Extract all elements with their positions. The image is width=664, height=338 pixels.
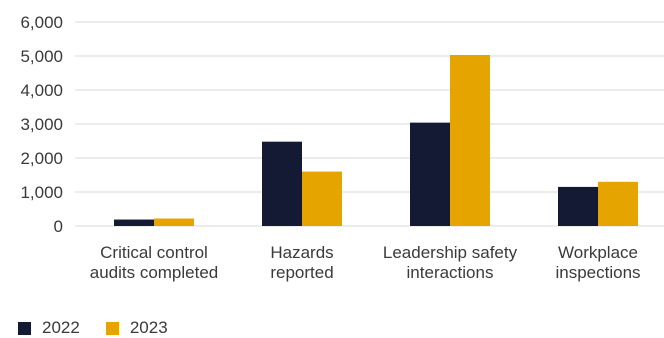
legend-item-2022: 2022 xyxy=(18,318,80,338)
category-label: inspections xyxy=(555,263,640,282)
bar-2022 xyxy=(558,186,598,226)
bar-2023 xyxy=(154,218,194,226)
gridlines xyxy=(75,21,664,227)
y-tick-label: 3,000 xyxy=(20,115,63,134)
y-tick-label: 0 xyxy=(54,217,63,236)
legend: 2022 2023 xyxy=(18,318,194,338)
y-tick-label: 2,000 xyxy=(20,149,63,168)
category-label: Critical control xyxy=(100,243,208,262)
y-tick-label: 5,000 xyxy=(20,47,63,66)
bar-2023 xyxy=(598,181,638,226)
legend-swatch-2023 xyxy=(105,321,119,335)
bar-2022 xyxy=(114,219,154,226)
legend-label-2023: 2023 xyxy=(129,318,168,337)
y-tick-label: 4,000 xyxy=(20,81,63,100)
legend-swatch-2022 xyxy=(18,321,31,335)
bar-2023 xyxy=(450,54,490,227)
category-label: Workplace xyxy=(558,243,638,262)
bars xyxy=(114,54,638,227)
bar-2023 xyxy=(302,171,342,226)
category-label: Hazards xyxy=(270,243,333,262)
legend-item-2023: 2023 xyxy=(105,318,168,338)
y-tick-label: 6,000 xyxy=(20,13,63,32)
bar-2022 xyxy=(410,122,450,226)
category-label: reported xyxy=(270,263,333,282)
y-axis-ticks: 0 1,000 2,000 3,000 4,000 5,000 6,000 xyxy=(20,13,63,236)
bar-2022 xyxy=(262,141,302,226)
category-label: audits completed xyxy=(90,263,219,282)
legend-label-2022: 2022 xyxy=(42,318,80,337)
category-label: Leadership safety xyxy=(383,243,518,262)
y-tick-label: 1,000 xyxy=(20,183,63,202)
category-label: interactions xyxy=(407,263,494,282)
